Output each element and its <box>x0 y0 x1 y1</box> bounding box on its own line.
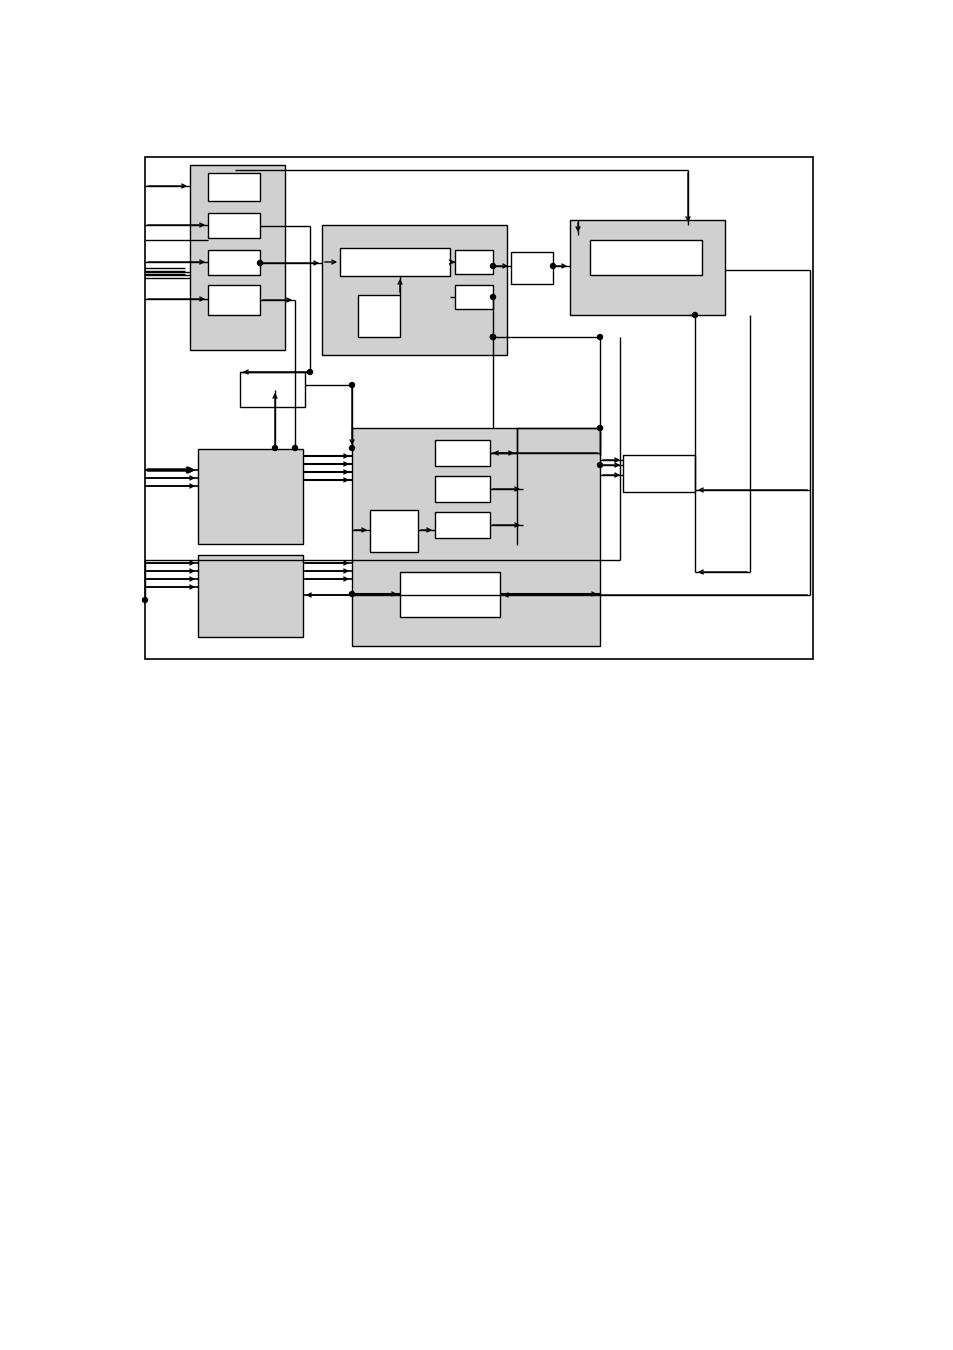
Bar <box>435 477 490 502</box>
Bar <box>145 157 812 659</box>
Circle shape <box>349 382 355 387</box>
Bar <box>208 250 260 275</box>
Bar <box>569 220 724 315</box>
Circle shape <box>597 335 602 339</box>
Bar <box>352 428 599 647</box>
Circle shape <box>490 335 495 339</box>
Circle shape <box>490 294 495 300</box>
Bar <box>240 373 305 406</box>
Bar <box>361 437 517 580</box>
Circle shape <box>273 446 277 451</box>
Circle shape <box>597 425 602 431</box>
Bar <box>198 450 303 544</box>
Circle shape <box>490 335 495 339</box>
Circle shape <box>307 370 313 374</box>
Circle shape <box>597 463 602 467</box>
Circle shape <box>257 261 262 266</box>
Circle shape <box>142 598 148 602</box>
Bar <box>208 213 260 238</box>
Bar <box>435 512 490 539</box>
Bar <box>198 555 303 637</box>
Circle shape <box>349 591 355 597</box>
Bar <box>399 572 499 617</box>
Bar <box>322 225 506 355</box>
Bar <box>622 455 695 491</box>
Bar <box>208 173 260 201</box>
Circle shape <box>490 263 495 269</box>
Bar <box>339 248 450 275</box>
Bar <box>208 285 260 315</box>
Circle shape <box>692 312 697 317</box>
Bar <box>190 165 285 350</box>
Circle shape <box>293 446 297 451</box>
Bar <box>455 285 493 309</box>
Bar <box>589 240 701 275</box>
Circle shape <box>490 335 495 339</box>
Bar <box>511 252 553 284</box>
Bar <box>455 250 493 274</box>
Bar <box>435 440 490 466</box>
Circle shape <box>349 446 355 451</box>
Circle shape <box>550 263 555 269</box>
Bar <box>357 296 399 338</box>
Bar <box>370 510 417 552</box>
